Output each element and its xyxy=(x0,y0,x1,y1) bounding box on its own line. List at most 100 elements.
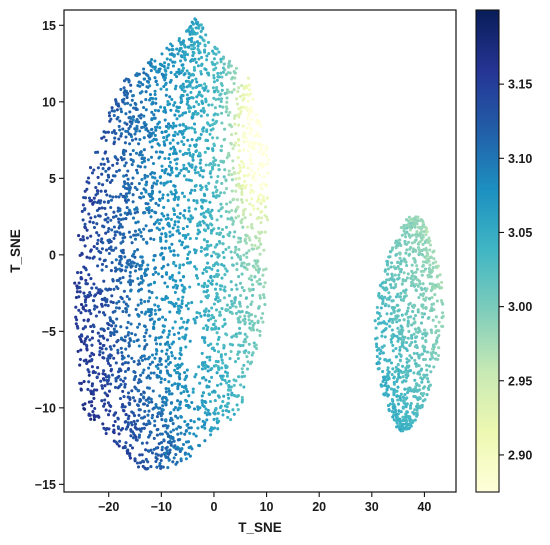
scatter-point xyxy=(117,299,121,304)
scatter-point xyxy=(203,366,207,370)
scatter-point xyxy=(202,169,206,173)
scatter-point xyxy=(117,444,121,448)
scatter-point xyxy=(217,209,221,213)
scatter-point xyxy=(189,426,193,430)
scatter-point xyxy=(431,266,435,270)
scatter-point xyxy=(163,78,167,82)
scatter-point xyxy=(113,174,117,178)
scatter-point xyxy=(249,213,253,217)
scatter-point xyxy=(409,419,413,423)
scatter-point xyxy=(250,319,254,323)
scatter-point xyxy=(425,393,429,397)
scatter-point xyxy=(159,253,163,257)
scatter-point xyxy=(121,389,125,393)
scatter-point xyxy=(243,179,247,183)
scatter-point xyxy=(186,138,190,142)
scatter-point xyxy=(146,74,150,78)
scatter-point xyxy=(415,396,419,400)
scatter-point xyxy=(153,65,157,69)
scatter-point xyxy=(161,226,165,230)
scatter-point xyxy=(153,424,157,428)
scatter-point xyxy=(133,422,137,426)
scatter-point xyxy=(160,164,164,168)
scatter-point xyxy=(199,132,203,136)
scatter-point xyxy=(138,400,142,404)
scatter-point xyxy=(141,83,145,87)
scatter-point xyxy=(84,358,88,362)
scatter-point xyxy=(178,402,182,406)
scatter-point xyxy=(92,307,96,311)
scatter-point xyxy=(126,198,130,202)
scatter-point xyxy=(165,46,169,50)
scatter-point xyxy=(254,236,258,240)
scatter-point xyxy=(374,326,378,330)
scatter-point xyxy=(404,347,408,351)
scatter-point xyxy=(204,307,208,311)
scatter-point xyxy=(227,210,231,214)
scatter-point xyxy=(171,428,176,432)
scatter-point xyxy=(202,404,206,409)
scatter-point xyxy=(401,415,405,419)
scatter-point xyxy=(163,68,167,72)
scatter-point xyxy=(396,339,400,343)
scatter-point xyxy=(174,414,178,418)
scatter-point xyxy=(178,114,182,118)
scatter-point xyxy=(259,242,263,246)
scatter-point xyxy=(99,379,103,383)
scatter-point xyxy=(152,258,156,262)
scatter-point xyxy=(160,266,164,270)
scatter-point xyxy=(161,257,165,261)
scatter-point xyxy=(177,425,181,429)
scatter-point xyxy=(199,69,203,74)
scatter-point xyxy=(143,324,147,329)
scatter-point xyxy=(376,322,380,326)
scatter-point xyxy=(383,269,387,273)
scatter-point xyxy=(183,44,187,48)
scatter-point xyxy=(415,222,419,226)
scatter-point xyxy=(434,315,438,319)
scatter-point xyxy=(110,106,114,110)
scatter-point xyxy=(135,124,139,128)
scatter-point xyxy=(391,299,395,303)
scatter-point xyxy=(107,389,112,393)
scatter-point xyxy=(416,246,421,250)
scatter-point xyxy=(131,159,135,163)
scatter-point xyxy=(410,323,414,327)
scatter-point xyxy=(420,311,424,315)
scatter-point xyxy=(393,410,398,414)
scatter-point xyxy=(83,402,87,406)
scatter-point xyxy=(182,85,186,89)
scatter-point xyxy=(83,225,87,229)
scatter-point xyxy=(176,52,180,56)
scatter-point xyxy=(148,140,152,144)
scatter-point xyxy=(106,401,110,405)
scatter-point xyxy=(377,361,381,365)
scatter-point xyxy=(219,71,223,75)
x-axis-label: T_SNE xyxy=(238,520,282,535)
scatter-point xyxy=(411,282,415,286)
scatter-point xyxy=(410,336,414,340)
scatter-point xyxy=(144,457,148,461)
scatter-point xyxy=(123,369,128,374)
scatter-point xyxy=(389,285,393,290)
scatter-point xyxy=(145,328,149,332)
scatter-point xyxy=(102,130,106,134)
scatter-point xyxy=(242,374,247,378)
scatter-point xyxy=(397,267,401,271)
scatter-point xyxy=(214,52,218,56)
scatter-point xyxy=(134,151,139,155)
scatter-point xyxy=(154,182,159,186)
scatter-point xyxy=(198,161,202,165)
scatter-point xyxy=(419,269,423,273)
scatter-point xyxy=(424,256,428,261)
scatter-point xyxy=(133,127,137,131)
scatter-point xyxy=(194,144,198,148)
scatter-point xyxy=(386,394,390,398)
scatter-point xyxy=(90,400,94,404)
scatter-point xyxy=(416,284,420,288)
scatter-point xyxy=(238,310,242,314)
scatter-point xyxy=(162,84,166,89)
scatter-point xyxy=(253,314,257,318)
scatter-point xyxy=(185,389,189,394)
scatter-point xyxy=(125,206,129,210)
